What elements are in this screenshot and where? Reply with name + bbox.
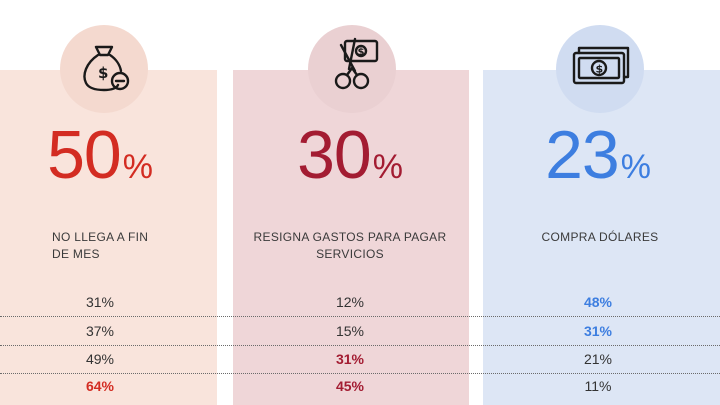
stat-label-line: SERVICIOS xyxy=(316,247,384,261)
table-row: 49% 31% 21% xyxy=(0,345,720,374)
stat-percent-sign: % xyxy=(620,148,651,186)
stat-label-line: NO LLEGA A FIN xyxy=(52,230,149,244)
banknotes-dollar-icon: $ xyxy=(556,25,644,113)
stat-value-blue: 23% xyxy=(543,120,653,190)
stat-label: RESIGNA GASTOS PARA PAGAR SERVICIOS xyxy=(240,229,460,263)
stat-label: COMPRA DÓLARES xyxy=(490,229,710,246)
money-bag-minus-icon: $ xyxy=(60,25,148,113)
svg-text:$: $ xyxy=(596,63,604,76)
svg-text:$: $ xyxy=(98,64,108,82)
table-cell-highlight: 31% xyxy=(583,323,613,339)
stat-value-red: 50% xyxy=(45,120,155,190)
table-cell: 12% xyxy=(335,294,365,310)
svg-text:$: $ xyxy=(358,47,365,58)
table-cell: 11% xyxy=(584,378,612,394)
stat-percent-sign: % xyxy=(122,148,153,186)
stat-label-line: COMPRA DÓLARES xyxy=(541,230,659,244)
table-cell-highlight: 45% xyxy=(335,378,365,394)
stat-number: 50 xyxy=(47,117,122,193)
table-cell: 21% xyxy=(583,351,613,367)
table-row: 31% 12% 48% xyxy=(0,288,720,317)
table-cell-highlight: 64% xyxy=(85,378,115,394)
stat-label-line: DE MES xyxy=(52,247,100,261)
stat-label-line: RESIGNA GASTOS PARA PAGAR xyxy=(253,230,447,244)
panel-resigna-gastos xyxy=(233,70,469,405)
stat-number: 30 xyxy=(297,117,372,193)
table-cell-highlight: 48% xyxy=(583,294,613,310)
panel-no-llega-fin-de-mes xyxy=(0,70,217,405)
stat-number: 23 xyxy=(545,117,620,193)
table-cell: 37% xyxy=(85,323,115,339)
stat-value-maroon: 30% xyxy=(295,120,405,190)
scissors-cutting-bill-icon: $ xyxy=(308,25,396,113)
table-cell: 31% xyxy=(85,294,115,310)
table-cell: 49% xyxy=(85,351,115,367)
table-cell: 15% xyxy=(335,323,365,339)
stat-label: NO LLEGA A FIN DE MES xyxy=(52,229,172,263)
table-row: 37% 15% 31% xyxy=(0,317,720,346)
table-cell-highlight: 31% xyxy=(335,351,365,367)
table-row: 64% 45% 11% xyxy=(0,372,720,400)
stat-percent-sign: % xyxy=(372,148,403,186)
panel-compra-dolares xyxy=(483,70,720,405)
